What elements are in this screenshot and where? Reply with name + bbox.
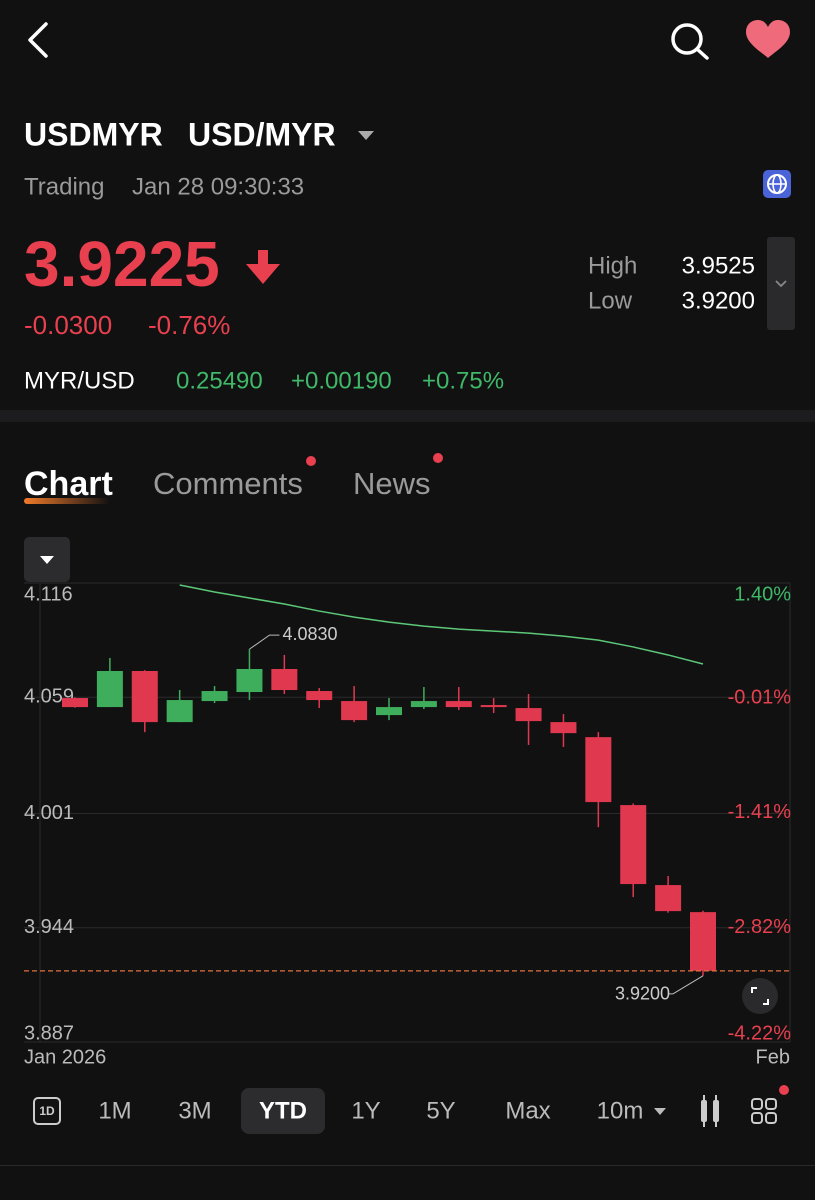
period-bar: 1M 3M YTD 1Y 5Y Max 10m bbox=[98, 1088, 666, 1134]
period-button[interactable]: 10m bbox=[597, 1097, 644, 1124]
search-button[interactable] bbox=[671, 23, 709, 60]
moving-average-line bbox=[179, 584, 704, 665]
market-status: Trading bbox=[24, 173, 104, 200]
candle-body bbox=[690, 912, 716, 971]
y-tick-label: 3.944 bbox=[24, 916, 74, 938]
interval-icon-label: 1D bbox=[39, 1104, 55, 1118]
min-leader bbox=[669, 975, 704, 995]
y-tick-label: 4.059 bbox=[24, 686, 74, 708]
chart: 4.116 4.059 4.001 3.944 3.887 1.40% -0.01% -1.4… bbox=[24, 582, 792, 1068]
notification-dot bbox=[306, 456, 316, 466]
candle-body bbox=[585, 737, 612, 803]
candle-body bbox=[341, 701, 368, 721]
period-button[interactable]: 3M bbox=[178, 1097, 211, 1124]
y2-tick-label: -2.82% bbox=[728, 916, 792, 938]
candle-body bbox=[445, 701, 472, 708]
max-label: 4.0830 bbox=[282, 624, 337, 644]
candle-body bbox=[62, 698, 88, 708]
symbol-dropdown[interactable] bbox=[358, 131, 374, 140]
y-tick-label: 4.116 bbox=[24, 583, 73, 605]
candle-body bbox=[410, 701, 437, 708]
period-button[interactable]: 1Y bbox=[351, 1097, 380, 1124]
candle-body bbox=[96, 670, 123, 708]
inverse-price: 0.25490 bbox=[176, 367, 263, 394]
fullscreen-button[interactable] bbox=[742, 978, 778, 1014]
candle-body bbox=[236, 668, 263, 693]
period-caret bbox=[654, 1108, 666, 1115]
divider bbox=[0, 1165, 815, 1166]
candle-body bbox=[306, 691, 333, 701]
candle-body bbox=[271, 668, 298, 691]
chart-type-button[interactable] bbox=[701, 1095, 719, 1127]
candle-body bbox=[480, 705, 507, 708]
y2-tick-label: -0.01% bbox=[728, 686, 792, 708]
low-value: 3.9200 bbox=[682, 287, 755, 314]
layout-button[interactable] bbox=[751, 1098, 777, 1124]
inverse-change: +0.00190 bbox=[291, 367, 392, 394]
expand-stats-button[interactable] bbox=[767, 237, 795, 330]
candle-body bbox=[201, 691, 228, 702]
divider bbox=[0, 410, 815, 422]
price-change: -0.0300 bbox=[24, 310, 112, 340]
notification-dot bbox=[779, 1085, 789, 1095]
favorite-button[interactable] bbox=[746, 20, 790, 58]
y2-tick-label: -1.41% bbox=[728, 801, 792, 823]
candle-body bbox=[376, 707, 402, 716]
tab[interactable]: Chart bbox=[24, 465, 113, 503]
price: 3.9225 bbox=[24, 228, 220, 300]
high-value: 3.9525 bbox=[682, 252, 755, 279]
period-button[interactable]: Max bbox=[505, 1097, 550, 1124]
pair-name: USD/MYR bbox=[188, 116, 336, 152]
period-button[interactable]: YTD bbox=[259, 1097, 307, 1124]
y-tick-label: 4.001 bbox=[24, 802, 74, 824]
max-leader bbox=[249, 634, 280, 650]
x-tick-label: Jan 2026 bbox=[24, 1046, 106, 1068]
y2-tick-label: -4.22% bbox=[728, 1022, 792, 1044]
tab[interactable]: News bbox=[353, 466, 431, 501]
x-tick-label: Feb bbox=[756, 1046, 790, 1068]
min-label: 3.9200 bbox=[615, 984, 670, 1004]
globe-icon[interactable] bbox=[763, 170, 791, 198]
symbol: USDMYR bbox=[24, 116, 163, 152]
candle-body bbox=[166, 700, 193, 723]
quote-time: Jan 28 09:30:33 bbox=[132, 173, 304, 200]
period-button[interactable]: 5Y bbox=[426, 1097, 455, 1124]
candle-body bbox=[131, 670, 158, 723]
candle-body bbox=[515, 708, 542, 722]
inverse-pair: MYR/USD bbox=[24, 367, 135, 394]
period-selected-bg bbox=[241, 1088, 325, 1134]
notification-dot bbox=[433, 453, 443, 463]
back-button[interactable] bbox=[28, 22, 48, 58]
indicator-dropdown[interactable] bbox=[24, 537, 70, 582]
tab-underline bbox=[24, 498, 110, 504]
candle-body bbox=[550, 722, 577, 734]
y-tick-label: 3.887 bbox=[24, 1022, 74, 1044]
period-button[interactable]: 1M bbox=[98, 1097, 131, 1124]
high-label: High bbox=[588, 252, 637, 279]
interval-button[interactable]: 1D bbox=[33, 1097, 61, 1125]
y2-tick-label: 1.40% bbox=[734, 583, 791, 605]
tab[interactable]: Comments bbox=[153, 466, 303, 501]
candle-body bbox=[620, 805, 647, 885]
inverse-change-pct: +0.75% bbox=[422, 367, 504, 394]
candle-body bbox=[655, 885, 682, 912]
down-arrow bbox=[246, 250, 280, 284]
low-label: Low bbox=[588, 287, 633, 314]
price-change-pct: -0.76% bbox=[148, 310, 230, 340]
